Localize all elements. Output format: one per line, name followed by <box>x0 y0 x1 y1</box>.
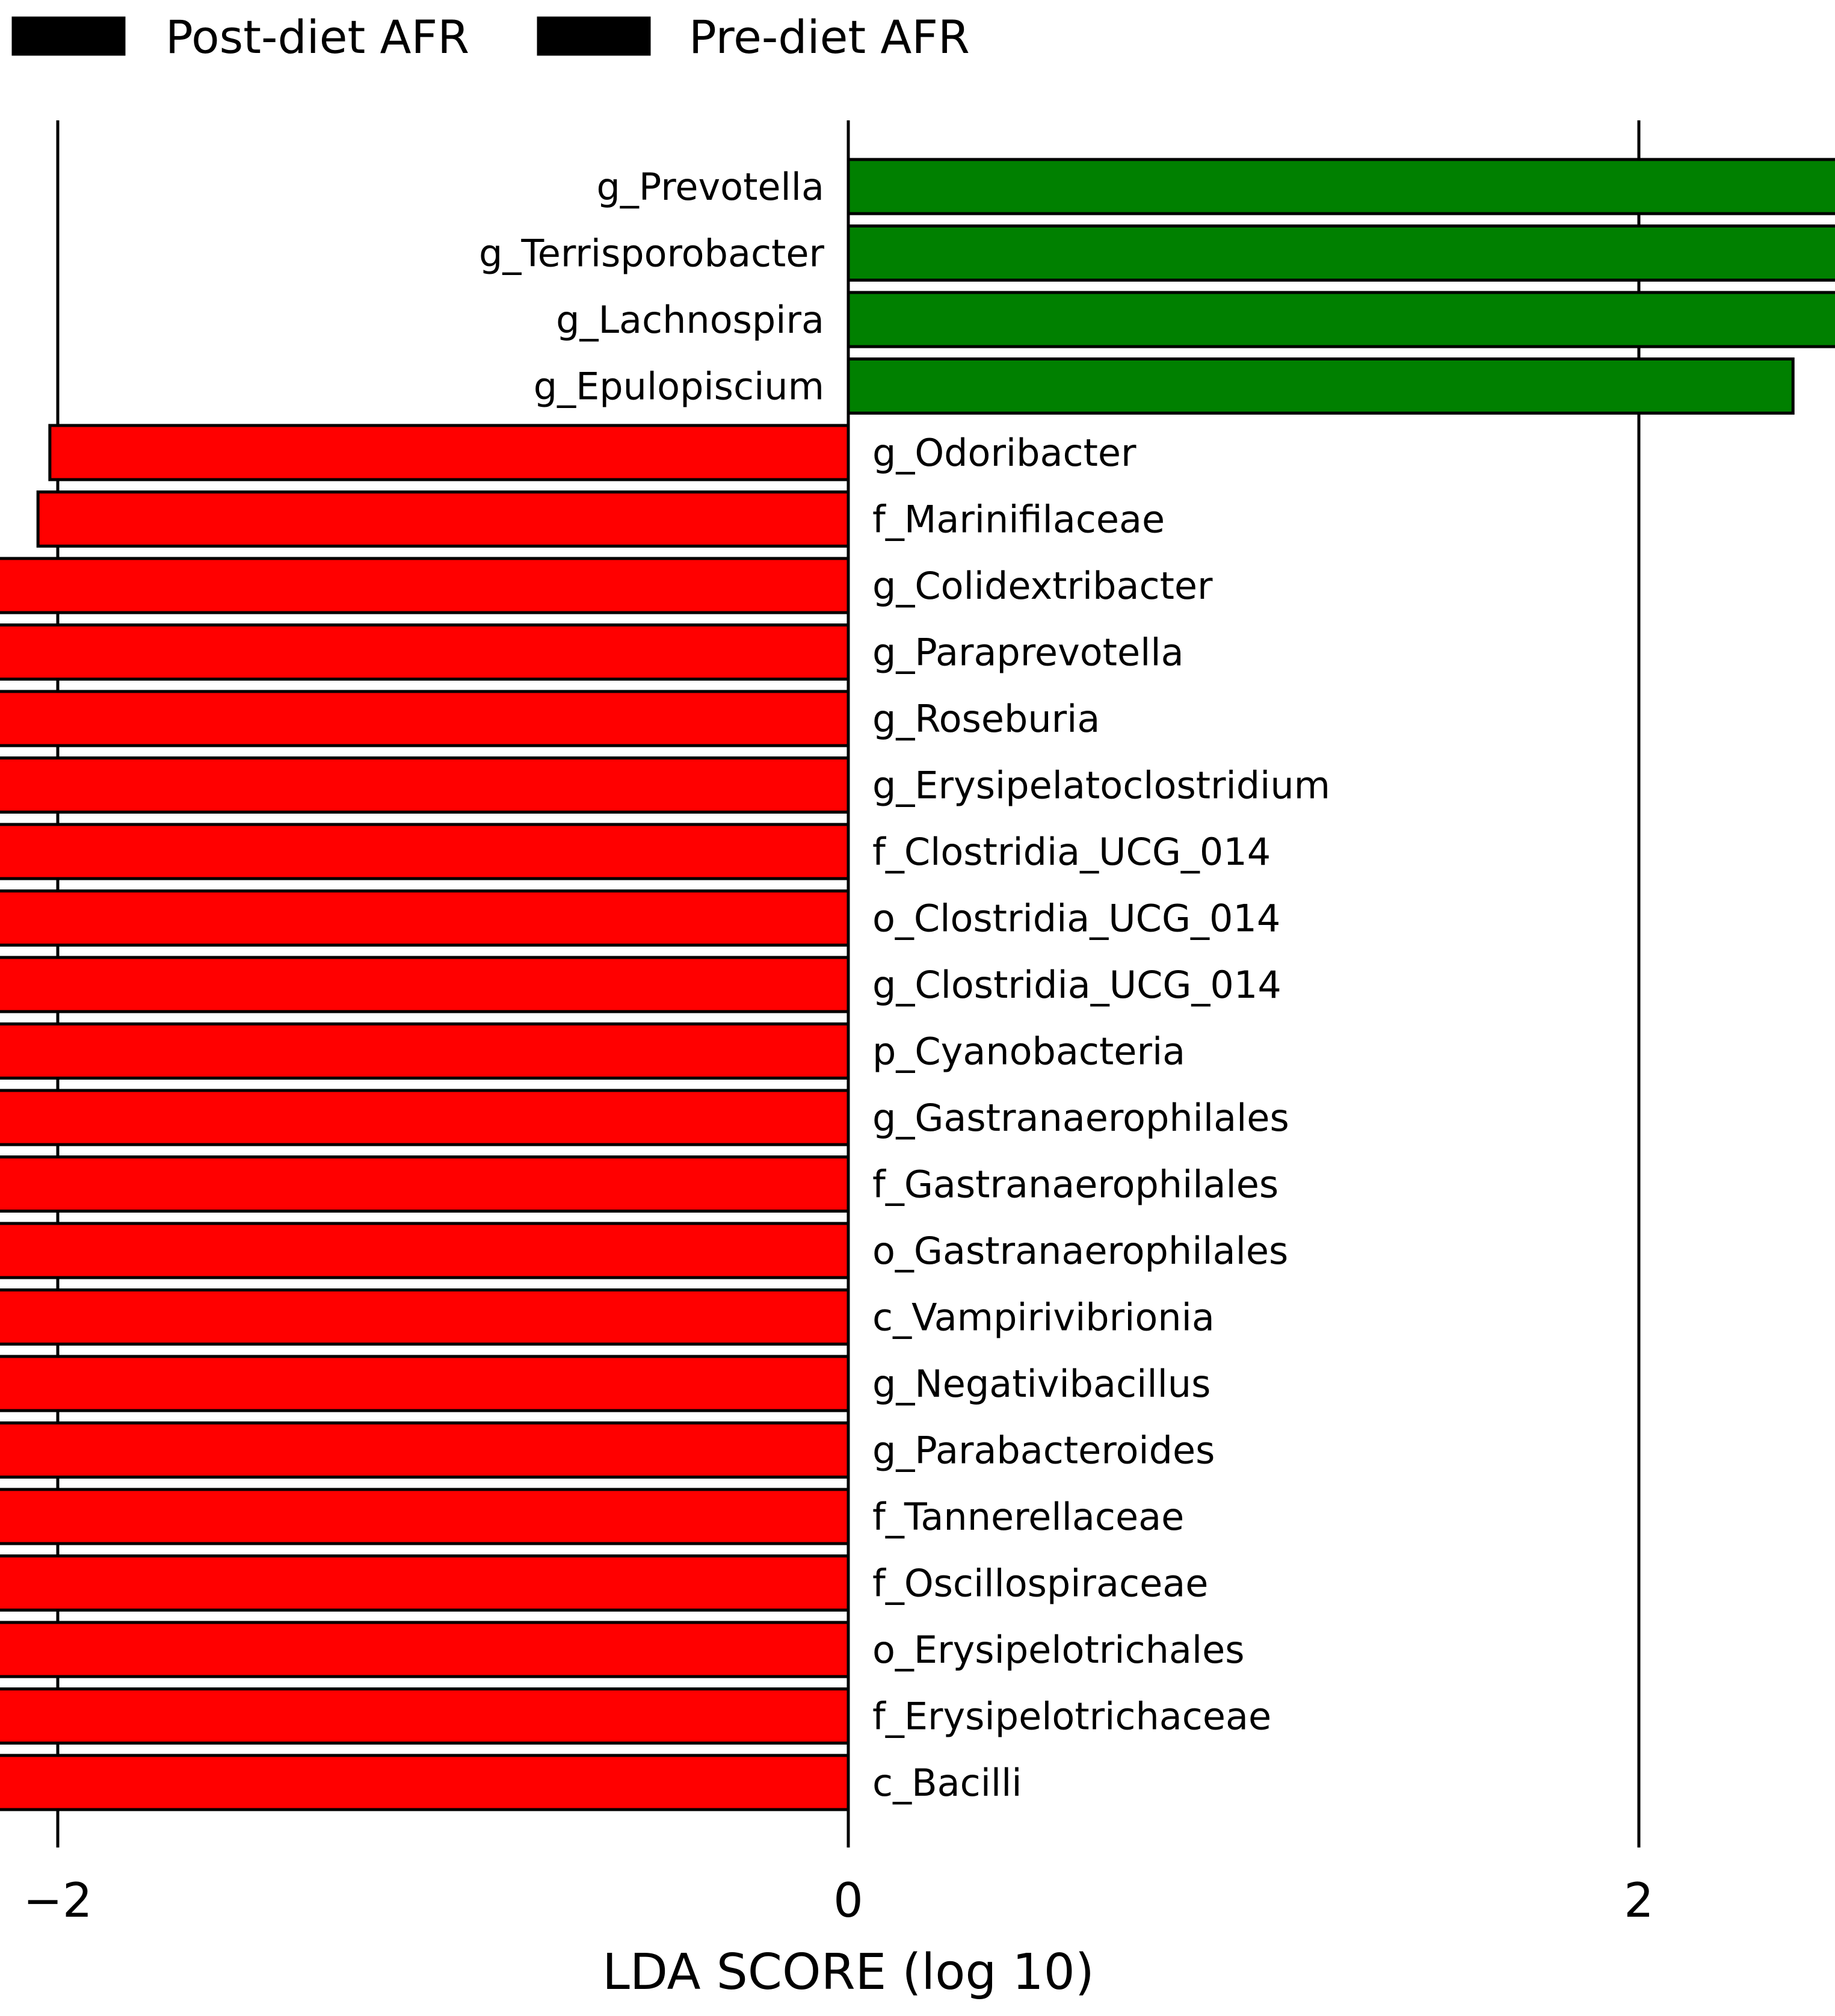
bar <box>847 291 1835 348</box>
bar-label: c_Vampirivibrionia <box>872 1296 1215 1340</box>
legend-swatch-post-diet <box>11 16 126 56</box>
bar-label: g_Lachnospira <box>556 298 824 342</box>
bar-label: g_Gastranaerophilales <box>872 1096 1289 1140</box>
bar-label: f_Clostridia_UCG_014 <box>872 830 1271 874</box>
x-axis-title: LDA SCORE (log 10) <box>602 1944 1094 2001</box>
bar <box>847 158 1835 215</box>
bar-label: o_Gastranaerophilales <box>872 1229 1288 1273</box>
x-axis-ticks: −4−2024 <box>23 1874 1654 1928</box>
bars <box>0 158 1835 1811</box>
bar-label: g_Negativibacillus <box>872 1362 1210 1406</box>
legend: Post-diet AFR Pre-diet AFR <box>11 10 970 64</box>
bar-label: o_Erysipelotrichales <box>872 1628 1245 1672</box>
bar <box>0 889 850 947</box>
bar <box>0 1488 850 1545</box>
bar <box>0 956 850 1013</box>
bar-label: g_Terrisporobacter <box>479 232 824 276</box>
x-tick-label: 2 <box>1624 1874 1654 1928</box>
bar <box>36 490 850 548</box>
bar-label: c_Bacilli <box>872 1761 1022 1805</box>
bar-label: g_Paraprevotella <box>872 631 1184 675</box>
legend-label-pre-diet: Pre-diet AFR <box>689 10 970 64</box>
bar <box>847 357 1795 415</box>
bar-label: p_Cyanobacteria <box>872 1030 1185 1074</box>
bar-label: g_Roseburia <box>872 697 1100 741</box>
bar <box>48 424 850 481</box>
x-tick-label: 0 <box>833 1874 863 1928</box>
bar <box>0 1554 850 1612</box>
bar <box>0 823 850 880</box>
bar <box>0 557 850 614</box>
bar-label: f_Gastranaerophilales <box>872 1163 1278 1207</box>
legend-swatch-pre-diet <box>537 16 651 56</box>
legend-label-post-diet: Post-diet AFR <box>165 10 469 64</box>
bar-label: g_Parabacteroides <box>872 1429 1215 1473</box>
bar-labels: g_Prevotella g_Terrisporobacter g_Lachnosp… <box>479 165 1330 1805</box>
bar <box>0 623 850 681</box>
bar <box>0 690 850 747</box>
bar <box>0 1089 850 1146</box>
bar <box>0 1621 850 1678</box>
bar-label: g_Odoribacter <box>872 431 1136 475</box>
bar-label: f_Erysipelotrichaceae <box>872 1695 1271 1739</box>
bar <box>0 1222 850 1279</box>
bar-label: g_Erysipelatoclostridium <box>872 764 1330 808</box>
bar-label: o_Clostridia_UCG_014 <box>872 897 1280 941</box>
bar-label: f_Oscillospiraceae <box>872 1562 1208 1606</box>
bar-label: g_Clostridia_UCG_014 <box>872 963 1281 1007</box>
x-tick-label: −2 <box>23 1874 93 1928</box>
bar <box>0 1687 850 1745</box>
bar-label: g_Epulopiscium <box>534 365 824 409</box>
bar-label: f_Marinifilaceae <box>872 498 1165 542</box>
bar <box>0 1355 850 1412</box>
bar <box>0 756 850 814</box>
bar <box>847 224 1835 282</box>
bar <box>0 1022 850 1080</box>
bar-label: f_Tannerellaceae <box>872 1495 1184 1539</box>
bar <box>0 1421 850 1479</box>
bar <box>0 1754 850 1811</box>
bar <box>0 1155 850 1213</box>
bar <box>0 1288 850 1346</box>
bar-label: g_Prevotella <box>597 165 824 209</box>
bar-label: g_Colidextribacter <box>872 564 1213 608</box>
